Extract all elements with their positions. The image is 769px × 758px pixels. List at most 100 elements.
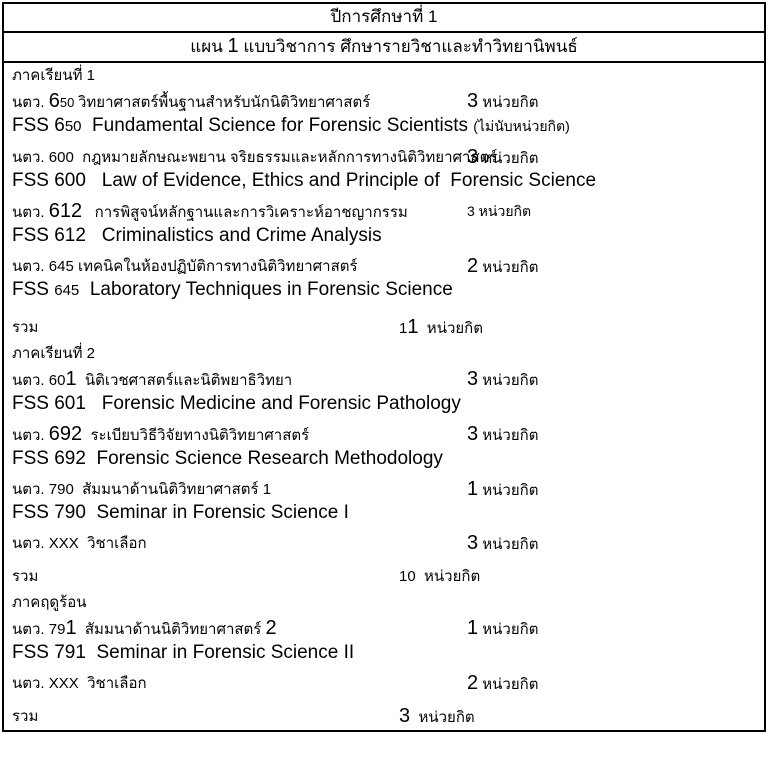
course-line-english: FSS 600 Law of Evidence, Ethics and Prin… — [12, 169, 756, 193]
text-run: 1 — [467, 478, 479, 500]
text-run: หน่วยกิต — [478, 94, 539, 111]
semester-section: ภาคฤดูร้อน นตว. 791 สัมมนาด้านนิติวิทยาศา… — [4, 590, 764, 704]
total-credit-value: 11 หน่วยกิต — [399, 317, 483, 339]
text-run: หน่วยกิต — [478, 372, 539, 389]
total-credit-value: 10 หน่วยกิต — [399, 566, 480, 587]
text-run: 3 — [399, 705, 411, 727]
text-run: หน่วยกิต — [478, 150, 539, 167]
course-line-english: FSS 791 Seminar in Forensic Science II — [12, 641, 756, 665]
text-run: 10 หน่วยกิต — [399, 568, 481, 585]
text-run: 1 — [399, 320, 408, 337]
text-run: 3 — [467, 90, 479, 112]
course-line-english: FSS 601 Forensic Medicine and Forensic P… — [12, 392, 756, 416]
text-run: นตว. 600 กฎหมายลักษณะพยาน จริยธรรมและหลั… — [12, 149, 498, 166]
course-row: นตว. XXX วิชาเลือก 2 หน่วยกิต — [12, 673, 756, 694]
total-label: รวม — [12, 319, 39, 336]
semester-label: ภาคเรียนที่ 2 — [12, 345, 95, 362]
credit-value: 3 หน่วยกิต — [467, 369, 538, 391]
course-line-thai: นตว. 650 วิทยาศาสตร์พื้นฐานสำหรับนักนิติ… — [12, 91, 756, 113]
text-run: นตว. — [12, 204, 49, 221]
credit-value: 3 หน่วยกิต — [467, 201, 531, 222]
credit-value: 3 หน่วยกิต — [467, 91, 538, 113]
text-run: 1 — [407, 316, 419, 338]
text-run: หน่วยกิต — [478, 427, 539, 444]
text-run: 612 — [48, 200, 83, 222]
text-run: นิติเวชศาสตร์และนิติพยาธิวิทยา — [76, 372, 293, 389]
credit-value: 1 หน่วยกิต — [467, 618, 538, 640]
text-run: 1 — [65, 368, 77, 390]
text-run: แผน — [190, 37, 228, 56]
text-run: หน่วยกิต — [478, 621, 539, 638]
text-run: Fundamental Science for Forensic Scienti… — [81, 115, 474, 136]
text-run: นตว. XXX วิชาเลือก — [12, 675, 147, 692]
text-run: Laboratory Techniques in Forensic Scienc… — [79, 279, 453, 300]
text-run: หน่วยกิต — [410, 709, 475, 726]
total-label: รวม — [12, 568, 39, 585]
course-row: นตว. 601 นิติเวชศาสตร์และนิติพยาธิวิทยา 3… — [12, 369, 756, 416]
text-run: หน่วยกิต — [478, 259, 539, 276]
course-row: นตว. 612 การพิสูจน์หลักฐานและการวิเคราะห… — [12, 201, 756, 248]
curriculum-sections: ภาคเรียนที่ 1 นตว. 650 วิทยาศาสตร์พื้นฐาน… — [4, 63, 764, 730]
text-run: การพิสูจน์หลักฐานและการวิเคราะห์อาชญากรร… — [82, 204, 408, 221]
course-line-thai: นตว. XXX วิชาเลือก 2 หน่วยกิต — [12, 673, 756, 694]
text-run: FSS 601 Forensic Medicine and Forensic P… — [12, 393, 461, 414]
text-run: 6 — [48, 90, 60, 112]
credit-value: 1 หน่วยกิต — [467, 479, 538, 501]
course-line-english: FSS 612 Criminalistics and Crime Analysi… — [12, 224, 756, 248]
text-run: 1 — [227, 35, 239, 57]
text-run: ระเบียบวิธีวิจัยทางนิติวิทยาศาสตร์ — [82, 427, 310, 444]
text-run: 2 — [467, 672, 479, 694]
course-line-thai: นตว. 600 กฎหมายลักษณะพยาน จริยธรรมและหลั… — [12, 147, 756, 168]
text-run: 1 — [467, 617, 479, 639]
text-run: หน่วยกิต — [418, 320, 483, 337]
text-run: หน่วยกิต — [478, 482, 539, 499]
course-row: นตว. 600 กฎหมายลักษณะพยาน จริยธรรมและหลั… — [12, 147, 756, 193]
text-run: FSS 692 Forensic Science Research Method… — [12, 448, 443, 469]
course-line-english: FSS 790 Seminar in Forensic Science I — [12, 501, 756, 525]
text-run: FSS — [12, 279, 55, 300]
total-row: รวม 11 หน่วยกิต — [4, 315, 764, 341]
academic-year-header: ปีการศึกษาที่ 1 — [4, 4, 764, 33]
text-run: 2 — [467, 255, 479, 277]
text-run: FSS 612 Criminalistics and Crime Analysi… — [12, 225, 382, 246]
text-run: 3 หน่วยกิต — [467, 203, 532, 219]
semester-section: ภาคเรียนที่ 2 นตว. 601 นิติเวชศาสตร์และนิ… — [4, 341, 764, 564]
course-line-thai: นตว. 692 ระเบียบวิธีวิจัยทางนิติวิทยาศาส… — [12, 424, 756, 446]
text-run: 3 — [467, 368, 479, 390]
course-row: นตว. 645 เทคนิคในห้องปฏิบัติการทางนิติวิ… — [12, 256, 756, 303]
course-line-thai: นตว. 612 การพิสูจน์หลักฐานและการวิเคราะห… — [12, 201, 756, 223]
text-run: FSS 6 — [12, 115, 65, 136]
curriculum-table: ปีการศึกษาที่ 1 แผน 1 แบบวิชาการ ศึกษารา… — [2, 2, 766, 732]
total-credit-value: 3 หน่วยกิต — [399, 706, 475, 728]
credit-value: 2 หน่วยกิต — [467, 256, 538, 278]
course-row: นตว. XXX วิชาเลือก 3 หน่วยกิต — [12, 533, 756, 554]
course-line-english: FSS 692 Forensic Science Research Method… — [12, 447, 756, 471]
text-run: หน่วยกิต — [478, 676, 539, 693]
semester-label: ภาคฤดูร้อน — [12, 594, 87, 611]
text-run: แบบวิชาการ ศึกษารายวิชาและทำวิทยานิพนธ์ — [238, 37, 578, 56]
text-run: นตว. — [12, 94, 49, 111]
course-row: นตว. 650 วิทยาศาสตร์พื้นฐานสำหรับนักนิติ… — [12, 91, 756, 139]
text-run: นตว. 790 สัมมนาด้านนิติวิทยาศาสตร์ 1 — [12, 481, 272, 498]
total-row: รวม 10 หน่วยกิต — [4, 564, 764, 590]
text-run: FSS 790 Seminar in Forensic Science I — [12, 502, 349, 523]
credit-value: 3 หน่วยกิต — [467, 533, 538, 555]
course-line-thai: นตว. XXX วิชาเลือก 3 หน่วยกิต — [12, 533, 756, 554]
text-run: 2 — [265, 617, 277, 639]
text-run: 50 — [64, 118, 82, 135]
course-line-english: FSS 650 Fundamental Science for Forensic… — [12, 114, 756, 139]
text-run: 3 — [467, 423, 479, 445]
course-row: นตว. 692 ระเบียบวิธีวิจัยทางนิติวิทยาศาส… — [12, 424, 756, 471]
text-run: นตว. 79 — [12, 621, 66, 638]
text-run: FSS 791 Seminar in Forensic Science II — [12, 642, 355, 663]
text-run: (ไม่นับหน่วยกิต) — [473, 118, 570, 134]
text-run: วิทยาศาสตร์พื้นฐานสำหรับนักนิติวิทยาศาสต… — [77, 94, 371, 111]
text-run: นตว. XXX วิชาเลือก — [12, 535, 147, 552]
text-run: FSS 600 Law of Evidence, Ethics and Prin… — [12, 170, 597, 191]
total-row: รวม 3 หน่วยกิต — [4, 704, 764, 730]
text-run: 50 — [59, 95, 78, 110]
text-run: หน่วยกิต — [478, 536, 539, 553]
course-line-thai: นตว. 790 สัมมนาด้านนิติวิทยาศาสตร์ 1 1 หน… — [12, 479, 756, 500]
text-run: 3 — [467, 532, 479, 554]
